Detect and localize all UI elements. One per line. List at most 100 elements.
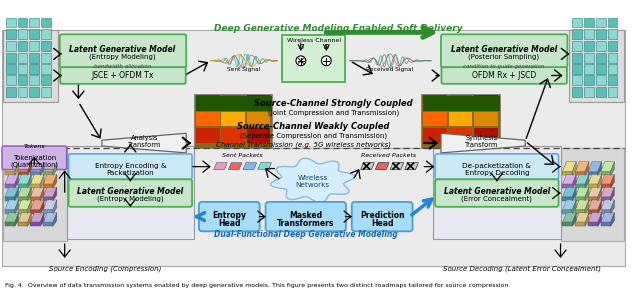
Polygon shape (30, 213, 44, 223)
Polygon shape (15, 187, 19, 201)
Polygon shape (43, 200, 57, 210)
Text: Masked: Masked (289, 211, 323, 220)
Polygon shape (5, 174, 19, 184)
Polygon shape (43, 184, 53, 188)
Polygon shape (18, 213, 31, 223)
Polygon shape (572, 187, 576, 201)
Polygon shape (588, 174, 602, 184)
Text: Sent Signal: Sent Signal (227, 67, 260, 72)
Text: Received Packets: Received Packets (362, 153, 417, 158)
FancyBboxPatch shape (60, 34, 186, 68)
Polygon shape (575, 200, 589, 210)
Bar (607, 29, 618, 39)
Polygon shape (5, 213, 19, 223)
Bar (607, 53, 618, 63)
Bar (2, 30, 625, 148)
Text: Head: Head (371, 219, 394, 228)
Text: (Entropy Modeling): (Entropy Modeling) (97, 196, 164, 202)
Polygon shape (575, 184, 585, 188)
Bar (3, 148, 67, 241)
Bar (584, 64, 594, 73)
Polygon shape (5, 184, 15, 188)
FancyBboxPatch shape (68, 154, 192, 179)
Text: (Joint Compression and Transmission): (Joint Compression and Transmission) (268, 110, 399, 116)
Bar (18, 64, 28, 73)
Polygon shape (30, 200, 44, 210)
Polygon shape (271, 158, 355, 202)
Polygon shape (563, 210, 572, 214)
Polygon shape (360, 163, 374, 170)
Bar (282, 35, 345, 82)
Polygon shape (611, 162, 614, 176)
Polygon shape (601, 197, 611, 201)
Bar (423, 112, 447, 126)
Polygon shape (575, 223, 585, 226)
Polygon shape (53, 200, 57, 214)
Text: Latent Generative Model: Latent Generative Model (69, 44, 175, 54)
Bar (423, 128, 447, 143)
Bar (6, 53, 15, 63)
Polygon shape (18, 210, 28, 214)
Polygon shape (611, 200, 614, 214)
Bar (572, 64, 582, 73)
Bar (221, 128, 245, 143)
Polygon shape (30, 210, 40, 214)
FancyBboxPatch shape (435, 154, 559, 179)
Bar (6, 64, 15, 73)
Polygon shape (18, 187, 31, 197)
Bar (196, 128, 220, 143)
Polygon shape (404, 163, 419, 170)
Polygon shape (601, 210, 611, 214)
Polygon shape (30, 174, 44, 184)
Polygon shape (40, 187, 44, 201)
Bar (2, 148, 625, 266)
Text: n: n (324, 41, 329, 51)
Polygon shape (30, 197, 40, 201)
Text: Latent Generative Model: Latent Generative Model (444, 186, 550, 196)
FancyBboxPatch shape (68, 179, 192, 207)
FancyBboxPatch shape (199, 202, 260, 231)
Polygon shape (588, 213, 602, 223)
Polygon shape (598, 213, 602, 226)
Bar (196, 95, 220, 110)
Bar (18, 18, 28, 28)
Circle shape (321, 56, 332, 66)
Polygon shape (43, 162, 57, 171)
Bar (247, 128, 271, 143)
Circle shape (296, 56, 306, 66)
Bar (572, 87, 582, 97)
Bar (570, 30, 624, 102)
Bar (584, 87, 594, 97)
Polygon shape (53, 213, 57, 226)
Bar (607, 75, 618, 85)
FancyBboxPatch shape (442, 67, 567, 84)
Bar (29, 29, 39, 39)
Polygon shape (585, 162, 589, 176)
Bar (196, 96, 273, 111)
Bar (221, 95, 245, 110)
Bar (18, 29, 28, 39)
Bar (607, 64, 618, 73)
Polygon shape (563, 174, 576, 184)
Text: De-packetization &: De-packetization & (462, 163, 531, 169)
Polygon shape (572, 174, 576, 188)
Polygon shape (598, 174, 602, 188)
Text: Packetization: Packetization (106, 170, 154, 176)
Bar (29, 41, 39, 51)
Polygon shape (563, 223, 572, 226)
Bar (196, 112, 220, 126)
Polygon shape (43, 171, 53, 176)
Polygon shape (588, 171, 598, 176)
Polygon shape (18, 200, 31, 210)
Text: Tokenization: Tokenization (13, 155, 56, 161)
Polygon shape (28, 200, 31, 214)
Polygon shape (53, 162, 57, 176)
Polygon shape (5, 197, 15, 201)
Bar (423, 95, 447, 110)
Bar (596, 18, 605, 28)
Polygon shape (601, 187, 614, 197)
Polygon shape (18, 223, 28, 226)
Bar (584, 53, 594, 63)
Polygon shape (43, 223, 53, 226)
Bar (596, 87, 605, 97)
